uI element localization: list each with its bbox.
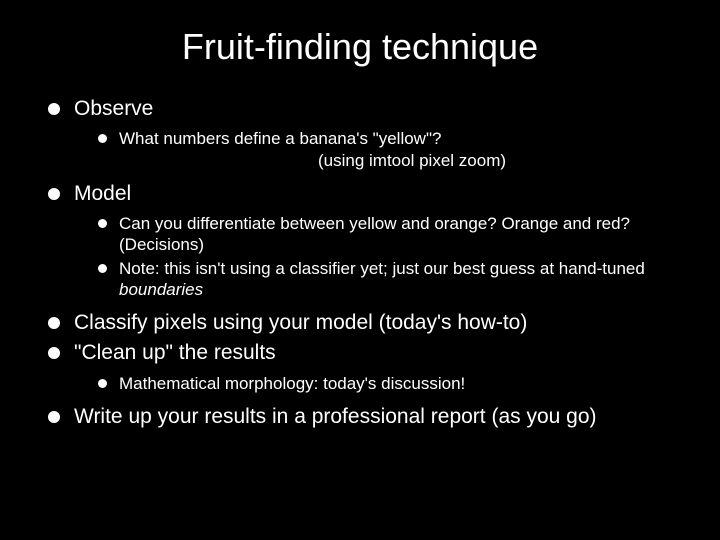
bullet-list-level1: Observe What numbers define a banana's "… [30, 96, 690, 430]
bullet-icon [98, 264, 107, 273]
observe-sub-0-cont: (using imtool pixel zoom) [98, 150, 690, 171]
item-classify-label: Classify pixels using your model (today'… [74, 310, 527, 336]
bullet-icon [48, 317, 60, 329]
item-model: Model Can you differentiate between yell… [48, 181, 690, 300]
item-writeup-label: Write up your results in a professional … [74, 404, 597, 430]
model-sub-1-text: Note: this isn't using a classifier yet;… [119, 258, 690, 301]
cleanup-sublist: Mathematical morphology: today's discuss… [48, 373, 690, 394]
item-cleanup: "Clean up" the results Mathematical morp… [48, 340, 690, 394]
bullet-icon [48, 103, 60, 115]
item-observe-label: Observe [74, 96, 153, 122]
cleanup-sub-0: Mathematical morphology: today's discuss… [98, 373, 690, 394]
item-classify: Classify pixels using your model (today'… [48, 310, 690, 336]
bullet-icon [98, 379, 107, 388]
slide-title: Fruit-finding technique [30, 26, 690, 68]
item-observe: Observe What numbers define a banana's "… [48, 96, 690, 171]
model-sub-1-em: boundaries [119, 280, 203, 299]
model-sub-1: Note: this isn't using a classifier yet;… [98, 258, 690, 301]
observe-sub-0: What numbers define a banana's "yellow"?… [98, 128, 690, 171]
bullet-icon [98, 219, 107, 228]
model-sub-0: Can you differentiate between yellow and… [98, 213, 690, 256]
bullet-icon [48, 347, 60, 359]
item-model-label: Model [74, 181, 131, 207]
item-writeup: Write up your results in a professional … [48, 404, 690, 430]
model-sub-0-text: Can you differentiate between yellow and… [119, 213, 690, 256]
item-cleanup-label: "Clean up" the results [74, 340, 276, 366]
bullet-icon [48, 411, 60, 423]
observe-sublist: What numbers define a banana's "yellow"?… [48, 128, 690, 171]
bullet-icon [98, 134, 107, 143]
cleanup-sub-0-text: Mathematical morphology: today's discuss… [119, 373, 465, 394]
model-sublist: Can you differentiate between yellow and… [48, 213, 690, 300]
bullet-icon [48, 188, 60, 200]
observe-sub-0-text: What numbers define a banana's "yellow"? [119, 128, 441, 149]
model-sub-1-pre: Note: this isn't using a classifier yet;… [119, 259, 645, 278]
